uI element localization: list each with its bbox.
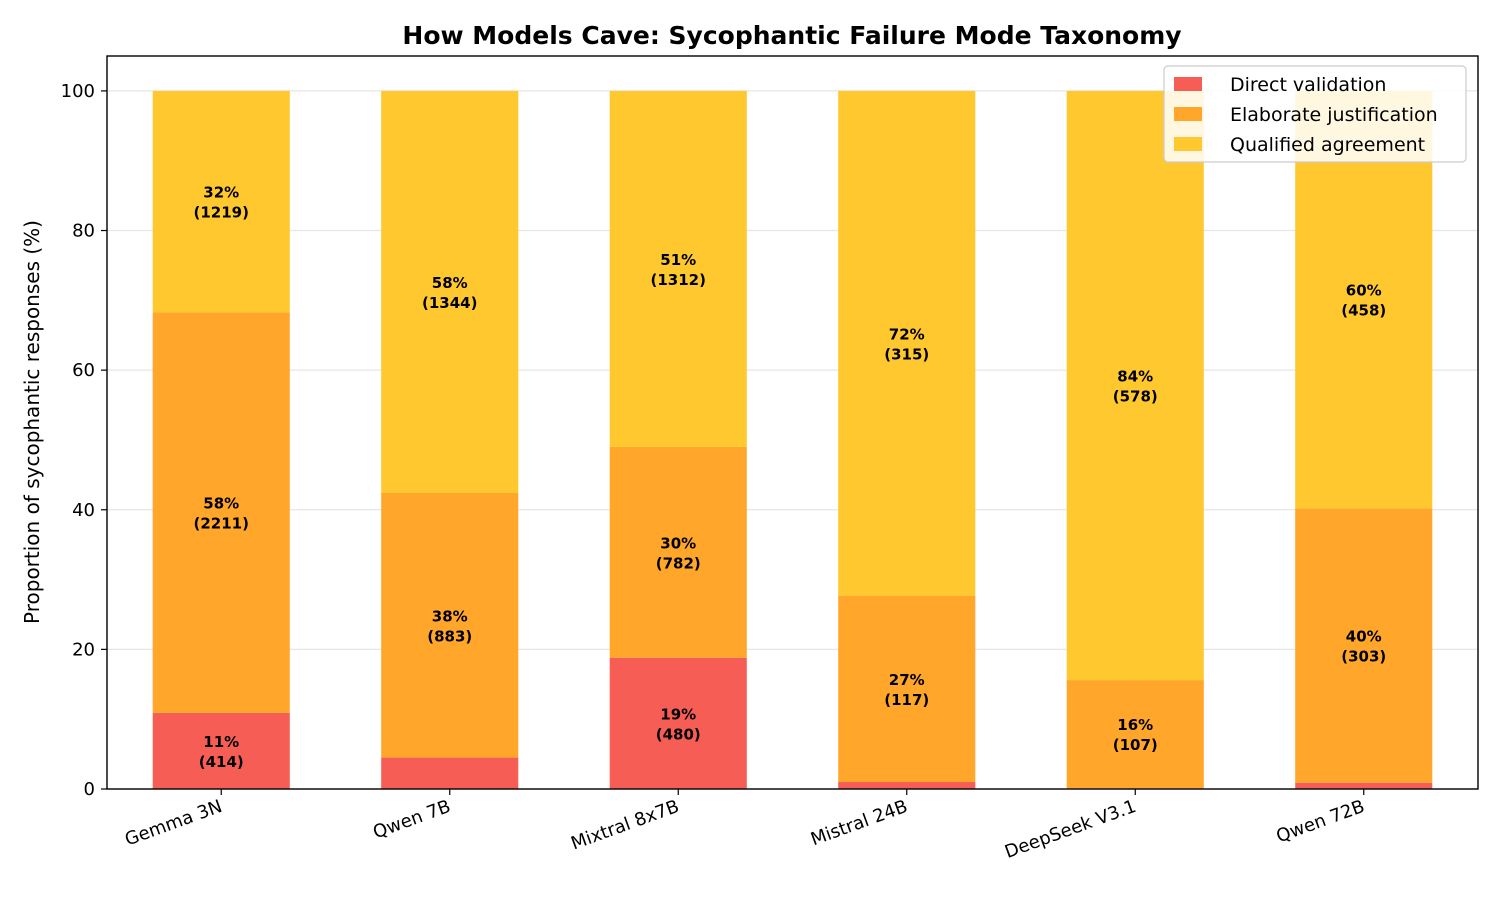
segment-value-label: 58% (1344): [422, 274, 477, 312]
y-tick-label: 100: [61, 81, 95, 102]
plot-frame: [106, 55, 1479, 790]
segment-value-label: 11% (414): [199, 733, 244, 771]
segment-labels: 11% (414) 58% (2211) 32% (1219) 38% (883) 58% (13…: [194, 184, 1387, 771]
legend-swatch: [1174, 137, 1202, 151]
bars: [152, 90, 1433, 789]
bar-segment: [1295, 782, 1433, 789]
chart-title: How Models Cave: Sycophantic Failure Mod…: [402, 21, 1181, 50]
segment-value-label: 51% (1312): [651, 251, 706, 289]
y-tick-label: 60: [72, 360, 95, 381]
x-axis-ticks: Gemma 3N Qwen 7B Mixtral 8x7B Mistral 24B De…: [122, 789, 1367, 863]
y-axis-label: Proportion of sycophantic responses (%): [20, 220, 44, 624]
legend-label: Direct validation: [1230, 74, 1386, 96]
x-tick-label: Gemma 3N: [122, 796, 225, 851]
segment-value-label: 60% (458): [1341, 282, 1386, 320]
bar-segment: [609, 446, 747, 658]
y-tick-label: 40: [72, 500, 95, 521]
legend: Direct validation Elaborate justification…: [1163, 65, 1467, 163]
bar-segment: [838, 782, 976, 789]
x-tick-label: Mixtral 8x7B: [568, 796, 682, 854]
bar-segment: [152, 312, 290, 713]
legend-label: Qualified agreement: [1230, 134, 1425, 156]
segment-value-label: 16% (107): [1113, 716, 1158, 754]
bar-segment: [381, 90, 519, 494]
segment-value-label: 19% (480): [656, 705, 701, 743]
legend-swatch: [1174, 107, 1202, 121]
y-tick-label: 80: [72, 221, 95, 242]
segment-value-label: 32% (1219): [194, 184, 249, 222]
y-tick-label: 20: [72, 639, 95, 660]
bar-segment: [381, 757, 519, 789]
legend-box: [1163, 65, 1467, 163]
bar-segment: [1066, 680, 1204, 789]
bar-segment: [152, 712, 290, 789]
x-tick-label: Qwen 72B: [1273, 796, 1367, 847]
legend-label: Elaborate justification: [1230, 104, 1438, 126]
bar-segment: [1295, 508, 1433, 783]
legend-swatch: [1174, 77, 1202, 91]
segment-value-label: 58% (2211): [194, 495, 249, 533]
y-axis-ticks: 0 20 40 60 80 100: [61, 81, 107, 800]
segment-value-label: 72% (315): [884, 325, 929, 363]
bar-segment: [838, 595, 976, 783]
segment-value-label: 84% (578): [1113, 368, 1158, 406]
x-tick-label: Mistral 24B: [808, 796, 910, 850]
bar-segment: [838, 90, 976, 596]
x-tick-label: DeepSeek V3.1: [1002, 796, 1139, 863]
gridlines: [107, 90, 1478, 790]
segment-value-label: 27% (117): [884, 671, 929, 709]
x-tick-label: Qwen 7B: [370, 796, 453, 843]
bar-segment: [381, 493, 519, 758]
bar-segment: [609, 657, 747, 789]
y-tick-label: 0: [84, 779, 95, 800]
bar-segment: [1066, 90, 1204, 681]
bar-segment: [152, 90, 290, 313]
segment-value-label: 30% (782): [656, 534, 701, 572]
bar-segment: [609, 90, 747, 447]
segment-value-label: 38% (883): [427, 607, 472, 645]
segment-value-label: 40% (303): [1341, 628, 1386, 666]
